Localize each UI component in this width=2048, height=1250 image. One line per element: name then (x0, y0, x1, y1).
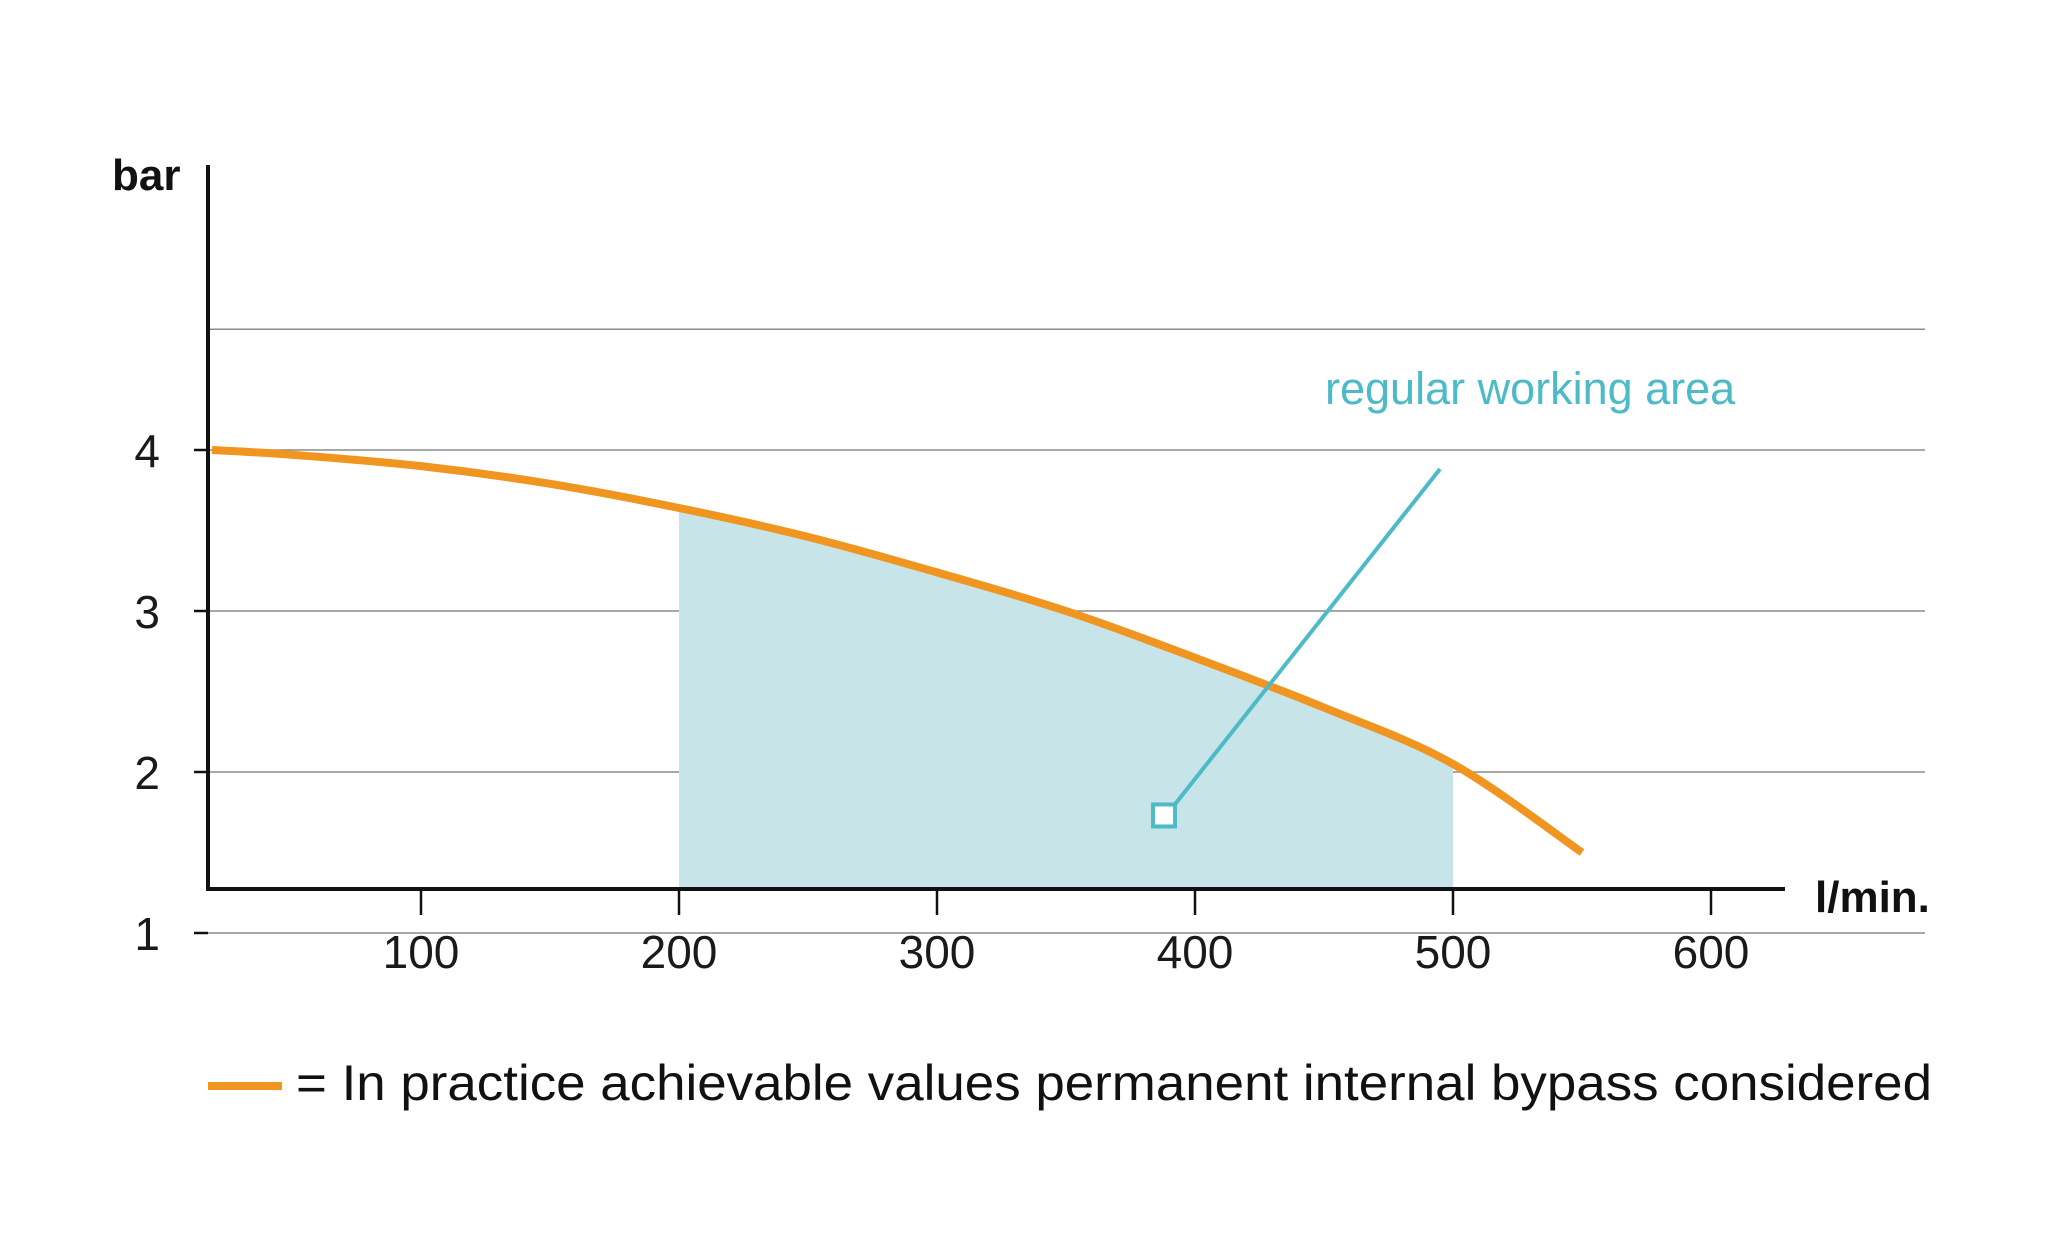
x-tick-label: 400 (1157, 926, 1234, 978)
working-area-fill (679, 508, 1453, 889)
annotation-marker (1151, 802, 1178, 829)
annotation-leader (1172, 467, 1442, 807)
annotation-layer (1151, 467, 1442, 829)
x-tick-label: 600 (1673, 926, 1750, 978)
axes: 1 2 3 4 100 200 300 400 500 600 (134, 165, 1785, 978)
legend: = In practice achievable values permanen… (208, 1055, 1932, 1111)
y-tick-label: 3 (134, 586, 160, 638)
y-tick-label: 4 (134, 425, 160, 477)
annotation-label: regular working area (1325, 363, 1736, 414)
legend-text: = In practice achievable values permanen… (296, 1055, 1932, 1111)
x-tick-label: 500 (1415, 926, 1492, 978)
x-tick-label: 100 (383, 926, 460, 978)
x-tick-label: 300 (899, 926, 976, 978)
x-tick-label: 200 (641, 926, 718, 978)
series-layer (211, 446, 1585, 856)
y-tick-label: 1 (134, 908, 160, 960)
series-line (211, 446, 1585, 856)
working-area (679, 508, 1453, 889)
y-axis-title: bar (112, 151, 180, 200)
x-axis-title: l/min. (1815, 873, 1930, 922)
y-tick-label: 2 (134, 747, 160, 799)
